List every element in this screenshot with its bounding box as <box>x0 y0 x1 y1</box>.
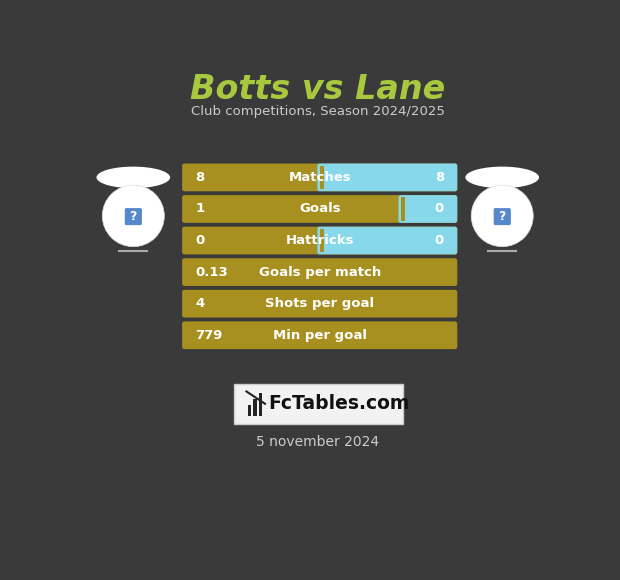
Text: 0: 0 <box>195 234 205 247</box>
Text: Goals: Goals <box>299 202 340 216</box>
FancyBboxPatch shape <box>182 290 458 317</box>
Text: Goals per match: Goals per match <box>259 266 381 278</box>
FancyBboxPatch shape <box>317 227 458 255</box>
Ellipse shape <box>97 166 170 188</box>
Text: Min per goal: Min per goal <box>273 329 366 342</box>
Text: Botts vs Lane: Botts vs Lane <box>190 73 445 106</box>
Bar <box>320 166 324 189</box>
FancyBboxPatch shape <box>494 209 510 225</box>
Text: Shots per goal: Shots per goal <box>265 297 374 310</box>
Text: Hattricks: Hattricks <box>285 234 354 247</box>
Bar <box>259 393 262 416</box>
Ellipse shape <box>466 166 539 188</box>
Text: 8: 8 <box>195 171 205 184</box>
FancyBboxPatch shape <box>399 195 458 223</box>
Bar <box>254 399 257 416</box>
Circle shape <box>471 185 533 246</box>
Bar <box>320 229 324 252</box>
Text: 779: 779 <box>195 329 223 342</box>
FancyBboxPatch shape <box>182 195 458 223</box>
Text: 0.13: 0.13 <box>195 266 228 278</box>
FancyBboxPatch shape <box>125 209 141 225</box>
Text: ?: ? <box>130 210 137 223</box>
Bar <box>401 197 405 220</box>
Text: 8: 8 <box>435 171 444 184</box>
Text: 4: 4 <box>195 297 205 310</box>
Text: FcTables.com: FcTables.com <box>268 394 410 414</box>
Text: 0: 0 <box>435 202 444 216</box>
FancyBboxPatch shape <box>317 164 458 191</box>
Text: 1: 1 <box>195 202 205 216</box>
Text: 0: 0 <box>435 234 444 247</box>
FancyBboxPatch shape <box>182 258 458 286</box>
FancyBboxPatch shape <box>182 227 458 255</box>
Bar <box>248 405 251 416</box>
FancyBboxPatch shape <box>182 321 458 349</box>
Text: 5 november 2024: 5 november 2024 <box>256 434 379 448</box>
FancyBboxPatch shape <box>182 164 458 191</box>
FancyBboxPatch shape <box>234 384 403 424</box>
Text: Club competitions, Season 2024/2025: Club competitions, Season 2024/2025 <box>191 106 445 118</box>
Text: ?: ? <box>498 210 506 223</box>
Text: Matches: Matches <box>288 171 351 184</box>
Circle shape <box>102 185 164 246</box>
